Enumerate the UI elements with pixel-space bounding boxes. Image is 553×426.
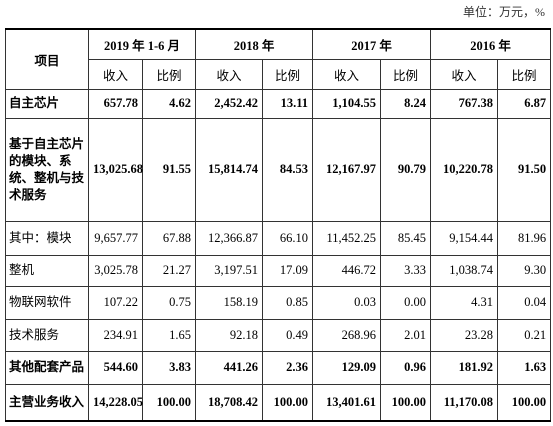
year-header: 2017 年: [312, 28, 432, 60]
cell: 181.92: [430, 350, 499, 385]
cell: 0.21: [497, 318, 552, 352]
cell: 100.00: [497, 383, 552, 422]
cell: 3,025.78: [88, 254, 143, 287]
cell: 14,228.05: [88, 383, 143, 422]
subheader: 比例: [380, 58, 432, 90]
cell: 0.75: [141, 285, 197, 320]
subheader: 收入: [430, 58, 499, 90]
cell: 13,025.68: [88, 117, 143, 222]
year-header: 2016 年: [430, 28, 552, 60]
table-row: 自主芯片 657.78 4.62 2,452.42 13.11 1,104.55 8.24 7…: [5, 88, 552, 119]
cell: 1.63: [497, 350, 552, 385]
subheader: 收入: [88, 58, 143, 90]
cell: 9.30: [497, 254, 552, 287]
cell: 657.78: [88, 88, 143, 119]
cell: 90.79: [380, 117, 432, 222]
cell: 84.53: [262, 117, 314, 222]
cell: 4.31: [430, 285, 499, 320]
subheader: 收入: [312, 58, 382, 90]
cell: 18,708.42: [195, 383, 264, 422]
cell: 0.04: [497, 285, 552, 320]
row-label: 物联网软件: [5, 285, 89, 320]
row-label: 技术服务: [5, 318, 89, 352]
cell: 81.96: [497, 220, 552, 256]
cell: 8.24: [380, 88, 432, 119]
cell: 0.03: [312, 285, 382, 320]
cell: 2,452.42: [195, 88, 264, 119]
table-row: 其他配套产品 544.60 3.83 441.26 2.36 129.09 0.96 181.…: [5, 350, 552, 385]
cell: 100.00: [380, 383, 432, 422]
row-label: 主营业务收入: [5, 383, 89, 422]
cell: 234.91: [88, 318, 143, 352]
cell: 129.09: [312, 350, 382, 385]
cell: 23.28: [430, 318, 499, 352]
cell: 1,104.55: [312, 88, 382, 119]
cell: 9,657.77: [88, 220, 143, 256]
subheader: 比例: [262, 58, 314, 90]
table-row: 整机 3,025.78 21.27 3,197.51 17.09 446.72 3.33 1,…: [5, 254, 552, 287]
cell: 21.27: [141, 254, 197, 287]
cell: 9,154.44: [430, 220, 499, 256]
cell: 13,401.61: [312, 383, 382, 422]
cell: 91.55: [141, 117, 197, 222]
cell: 100.00: [262, 383, 314, 422]
cell: 0.85: [262, 285, 314, 320]
cell: 12,167.97: [312, 117, 382, 222]
cell: 2.36: [262, 350, 314, 385]
cell: 17.09: [262, 254, 314, 287]
row-label: 基于自主芯片的模块、系统、整机与技术服务: [5, 117, 89, 222]
row-label: 整机: [5, 254, 89, 287]
cell: 100.00: [141, 383, 197, 422]
subheader-row: 收入 比例 收入 比例 收入 比例 收入 比例: [6, 58, 552, 90]
cell: 446.72: [312, 254, 382, 287]
cell: 1.65: [141, 318, 197, 352]
cell: 92.18: [195, 318, 264, 352]
cell: 767.38: [430, 88, 499, 119]
cell: 13.11: [262, 88, 314, 119]
cell: 66.10: [262, 220, 314, 256]
year-header: 2018 年: [195, 28, 314, 60]
row-label: 其中：模块: [5, 220, 89, 256]
cell: 6.87: [497, 88, 552, 119]
cell: 268.96: [312, 318, 382, 352]
cell: 2.01: [380, 318, 432, 352]
table-row: 基于自主芯片的模块、系统、整机与技术服务 13,025.68 91.55 15,814…: [5, 117, 552, 222]
cell: 91.50: [497, 117, 552, 222]
item-header: 项目: [5, 28, 89, 90]
cell: 0.96: [380, 350, 432, 385]
cell: 15,814.74: [195, 117, 264, 222]
cell: 67.88: [141, 220, 197, 256]
subheader: 比例: [141, 58, 197, 90]
cell: 3.83: [141, 350, 197, 385]
header-row: 项目 2019 年 1-6 月 2018 年 2017 年 2016 年: [5, 28, 552, 90]
table-row: 其中：模块 9,657.77 67.88 12,366.87 66.10 11,452.2…: [5, 220, 552, 256]
cell: 544.60: [88, 350, 143, 385]
cell: 12,366.87: [195, 220, 264, 256]
subheader: 比例: [497, 58, 552, 90]
cell: 107.22: [88, 285, 143, 320]
cell: 10,220.78: [430, 117, 499, 222]
row-label: 自主芯片: [5, 88, 89, 119]
table-row: 物联网软件 107.22 0.75 158.19 0.85 0.03 0.00 4.31 0.0…: [5, 285, 552, 320]
cell: 11,452.25: [312, 220, 382, 256]
cell: 11,170.08: [430, 383, 499, 422]
cell: 0.49: [262, 318, 314, 352]
cell: 1,038.74: [430, 254, 499, 287]
cell: 3,197.51: [195, 254, 264, 287]
unit-note: 单位：万元，%: [463, 5, 545, 19]
row-label: 其他配套产品: [5, 350, 89, 385]
cell: 3.33: [380, 254, 432, 287]
year-header: 2019 年 1-6 月: [87, 28, 197, 60]
cell: 85.45: [380, 220, 432, 256]
table-row: 技术服务 234.91 1.65 92.18 0.49 268.96 2.01 23.28 0.…: [5, 318, 552, 352]
cell: 441.26: [195, 350, 264, 385]
subheader: 收入: [195, 58, 264, 90]
cell: 158.19: [195, 285, 264, 320]
income-table: 项目 2019 年 1-6 月 2018 年 2017 年 2016 年收入 比例 收入 比例…: [5, 28, 552, 422]
cell: 4.62: [141, 88, 197, 119]
table-row: 主营业务收入 14,228.05 100.00 18,708.42 100.00 13,4…: [5, 383, 552, 422]
cell: 0.00: [380, 285, 432, 320]
